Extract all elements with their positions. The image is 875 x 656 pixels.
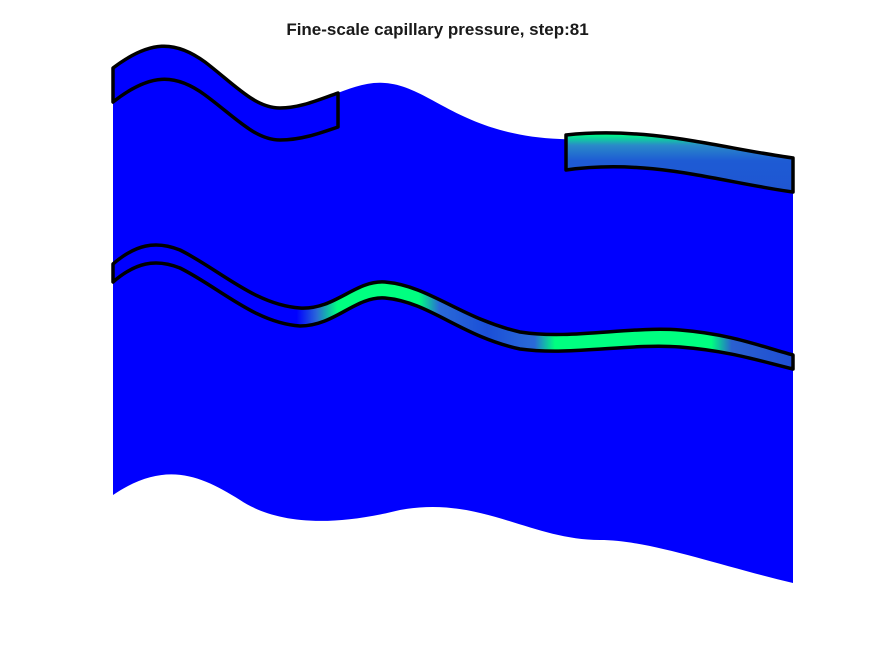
lower-layer-outline bbox=[111, 243, 795, 371]
upper-left-layer-outline bbox=[111, 44, 340, 142]
upper-right-layer bbox=[566, 132, 793, 192]
upper-right-layer-outline bbox=[564, 131, 795, 194]
figure-title: Fine-scale capillary pressure, step:81 bbox=[286, 20, 589, 39]
